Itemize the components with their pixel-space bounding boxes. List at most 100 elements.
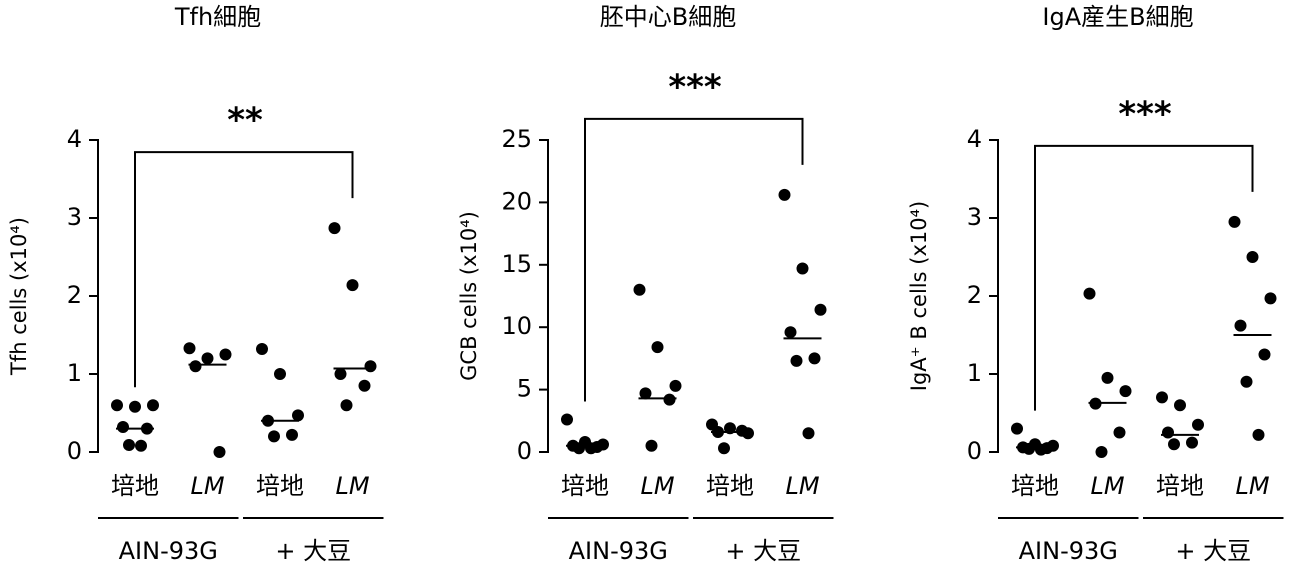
- x-tick-label: 培地: [561, 472, 609, 500]
- data-point: [1035, 443, 1047, 456]
- x-tick-label: LM: [335, 472, 369, 500]
- data-point: [1192, 418, 1204, 431]
- data-point: [117, 421, 129, 434]
- data-point: [561, 413, 573, 426]
- y-tick-label: 1: [967, 359, 982, 387]
- data-point: [268, 430, 280, 443]
- x-tick-label: 培地: [1011, 472, 1059, 500]
- data-point: [256, 343, 268, 356]
- data-point: [334, 368, 347, 380]
- y-tick-label: 20: [501, 187, 532, 215]
- data-point: [573, 442, 585, 455]
- data-point: [1101, 371, 1114, 384]
- data-point: [1168, 438, 1180, 451]
- y-tick-label: 0: [967, 437, 982, 465]
- x-tick-label: LM: [1235, 472, 1269, 500]
- data-point: [585, 442, 597, 455]
- y-axis-label: Tfh cells (x10⁴): [7, 217, 31, 376]
- data-point: [1119, 385, 1132, 398]
- y-tick-label: 4: [967, 125, 982, 153]
- data-point: [135, 439, 147, 452]
- y-tick-label: 25: [501, 125, 532, 153]
- y-tick-label: 0: [67, 437, 82, 465]
- data-point: [1095, 446, 1108, 458]
- data-point: [778, 188, 791, 201]
- data-point: [358, 379, 371, 392]
- group-label: AIN-93G: [119, 537, 218, 565]
- y-tick-label: 3: [67, 203, 82, 231]
- data-point: [274, 368, 286, 380]
- y-axis-label: GCB cells (x10⁴): [457, 211, 481, 381]
- x-tick-label: 培地: [1156, 472, 1204, 500]
- data-point: [340, 399, 353, 412]
- y-tick-label: 3: [967, 203, 982, 231]
- data-point: [189, 360, 202, 373]
- data-point: [1174, 399, 1186, 412]
- y-tick-label: 15: [501, 250, 532, 278]
- chart-title: IgA産生B細胞: [1042, 3, 1193, 31]
- y-tick-label: 1: [67, 359, 82, 387]
- significance-label: **: [227, 101, 263, 141]
- x-tick-label: 培地: [706, 472, 754, 500]
- data-point: [129, 400, 141, 413]
- data-point: [1162, 426, 1174, 439]
- data-point: [1186, 436, 1198, 449]
- significance-bracket: [134, 151, 354, 388]
- group-label: AIN-93G: [1019, 537, 1118, 565]
- data-point: [1240, 375, 1253, 388]
- data-point: [814, 303, 827, 316]
- data-point: [1083, 287, 1096, 300]
- x-tick-label: LM: [1090, 472, 1124, 500]
- data-point: [328, 222, 341, 235]
- x-tick-label: LM: [640, 472, 674, 500]
- data-point: [1246, 251, 1259, 263]
- data-point: [219, 348, 232, 361]
- data-point: [790, 354, 803, 367]
- significance-bracket: [1034, 144, 1254, 411]
- data-point: [651, 341, 664, 354]
- data-point: [1011, 422, 1023, 435]
- y-axis-label: IgA⁺ B cells (x10⁴): [907, 201, 931, 391]
- data-point: [183, 342, 196, 355]
- data-point: [663, 393, 676, 406]
- data-point: [111, 399, 123, 412]
- data-point: [784, 326, 797, 339]
- group-label: + 大豆: [1175, 537, 1251, 565]
- data-point: [808, 352, 821, 365]
- group-label: AIN-93G: [569, 537, 668, 565]
- data-point: [645, 439, 658, 452]
- data-point: [292, 409, 304, 422]
- significance-label: ***: [1118, 94, 1172, 134]
- y-tick-label: 0: [517, 437, 532, 465]
- data-point: [1023, 442, 1035, 455]
- data-point: [802, 427, 815, 440]
- data-point: [796, 262, 809, 275]
- data-point: [1264, 292, 1277, 305]
- data-point: [1234, 319, 1247, 332]
- chart-title: 胚中心B細胞: [600, 3, 736, 31]
- data-point: [736, 424, 748, 437]
- x-tick-label: LM: [785, 472, 819, 500]
- data-point: [213, 446, 226, 458]
- data-point: [633, 283, 646, 296]
- data-point: [718, 442, 730, 455]
- data-point: [346, 279, 359, 292]
- y-tick-label: 10: [501, 312, 532, 340]
- y-tick-label: 5: [517, 375, 532, 403]
- data-point: [286, 428, 298, 441]
- data-point: [147, 399, 159, 412]
- y-tick-label: 2: [67, 281, 82, 309]
- data-point: [201, 352, 214, 365]
- data-point: [1252, 428, 1265, 441]
- group-label: + 大豆: [725, 537, 801, 565]
- data-point: [669, 379, 682, 392]
- data-point: [1228, 215, 1241, 228]
- x-tick-label: LM: [190, 472, 224, 500]
- group-label: + 大豆: [275, 537, 351, 565]
- data-point: [123, 438, 135, 451]
- y-tick-label: 2: [967, 281, 982, 309]
- data-point: [1113, 426, 1126, 439]
- data-point: [639, 387, 652, 400]
